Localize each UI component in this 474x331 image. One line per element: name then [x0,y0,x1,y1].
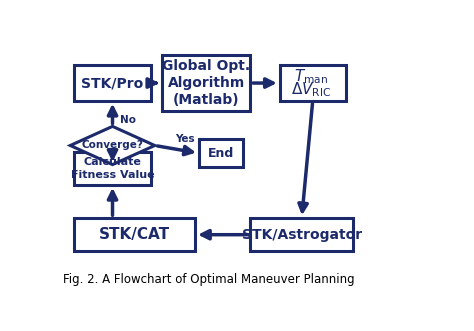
FancyBboxPatch shape [74,218,195,251]
FancyBboxPatch shape [280,65,346,101]
Text: Yes: Yes [175,134,195,144]
Text: STK/Pro: STK/Pro [82,76,144,90]
Text: STK/Astrogator: STK/Astrogator [242,228,362,242]
Text: Converge?: Converge? [82,140,144,151]
Text: $T_{\mathrm{man}}$: $T_{\mathrm{man}}$ [294,67,328,86]
Text: Fig. 2. A Flowchart of Optimal Maneuver Planning: Fig. 2. A Flowchart of Optimal Maneuver … [63,273,355,286]
Text: End: End [208,147,234,160]
Polygon shape [70,126,155,165]
Text: No: No [120,115,136,125]
FancyBboxPatch shape [74,152,151,185]
Text: Global Opt.
Algorithm
(Matlab): Global Opt. Algorithm (Matlab) [162,59,250,107]
Text: STK/CAT: STK/CAT [99,227,170,242]
Text: Calculate
Fitness Value: Calculate Fitness Value [71,157,155,180]
Text: $\Delta V_{\mathrm{RIC}}$: $\Delta V_{\mathrm{RIC}}$ [291,80,331,99]
FancyBboxPatch shape [250,218,353,251]
FancyBboxPatch shape [162,55,250,111]
FancyBboxPatch shape [199,139,243,167]
FancyBboxPatch shape [74,65,151,101]
